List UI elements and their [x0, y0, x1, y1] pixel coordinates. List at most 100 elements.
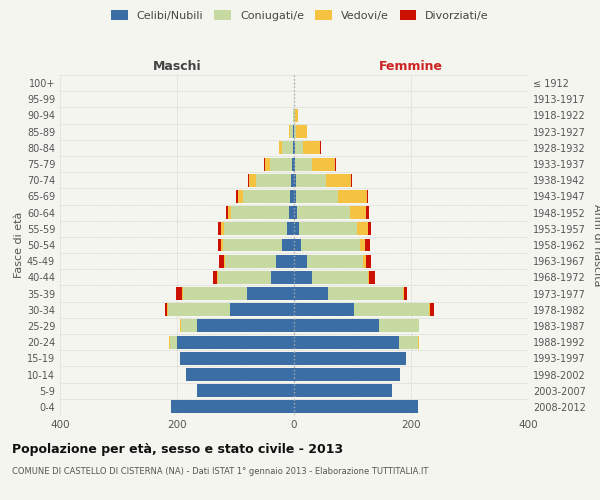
Bar: [294, 352, 406, 365]
Bar: [270, 158, 292, 170]
Bar: [218, 238, 221, 252]
Bar: [171, 400, 294, 413]
Bar: [224, 254, 225, 268]
Bar: [294, 174, 296, 186]
Bar: [366, 254, 371, 268]
Bar: [335, 158, 336, 170]
Bar: [224, 222, 287, 235]
Bar: [294, 158, 295, 170]
Bar: [368, 271, 369, 284]
Bar: [289, 125, 290, 138]
Bar: [291, 174, 294, 186]
Bar: [297, 206, 350, 219]
Bar: [304, 142, 320, 154]
Bar: [368, 222, 371, 235]
Bar: [292, 158, 294, 170]
Bar: [230, 304, 294, 316]
Bar: [223, 238, 283, 252]
Bar: [197, 320, 294, 332]
Bar: [294, 206, 297, 219]
Bar: [290, 125, 293, 138]
Bar: [296, 190, 338, 203]
Bar: [294, 336, 400, 348]
Bar: [180, 320, 181, 332]
Bar: [369, 271, 375, 284]
Bar: [294, 238, 301, 252]
Bar: [338, 190, 367, 203]
Bar: [299, 222, 357, 235]
Bar: [280, 142, 283, 154]
Bar: [294, 142, 295, 154]
Bar: [167, 304, 168, 316]
Bar: [359, 238, 365, 252]
Legend: Celibi/Nubili, Coniugati/e, Vedovi/e, Divorziati/e: Celibi/Nubili, Coniugati/e, Vedovi/e, Di…: [107, 6, 493, 25]
Bar: [294, 384, 392, 397]
Bar: [311, 271, 368, 284]
Bar: [228, 206, 232, 219]
Bar: [218, 271, 271, 284]
Bar: [277, 254, 294, 268]
Bar: [232, 206, 289, 219]
Bar: [247, 287, 294, 300]
Bar: [296, 174, 326, 186]
Bar: [294, 368, 400, 381]
Text: Femmine: Femmine: [379, 60, 443, 72]
Bar: [379, 320, 419, 332]
Bar: [295, 142, 304, 154]
Bar: [168, 304, 230, 316]
Text: Maschi: Maschi: [152, 60, 202, 72]
Bar: [249, 174, 256, 186]
Bar: [351, 174, 352, 186]
Bar: [242, 190, 290, 203]
Bar: [294, 287, 328, 300]
Bar: [367, 190, 368, 203]
Bar: [166, 304, 167, 316]
Bar: [307, 254, 363, 268]
Bar: [283, 142, 293, 154]
Bar: [294, 125, 296, 138]
Bar: [212, 271, 217, 284]
Bar: [183, 287, 247, 300]
Bar: [287, 222, 294, 235]
Bar: [289, 206, 294, 219]
Bar: [283, 238, 294, 252]
Y-axis label: Anni di nascita: Anni di nascita: [592, 204, 600, 286]
Bar: [294, 190, 296, 203]
Bar: [404, 287, 407, 300]
Bar: [169, 336, 170, 348]
Bar: [295, 158, 311, 170]
Bar: [366, 206, 369, 219]
Bar: [357, 222, 368, 235]
Bar: [290, 190, 294, 203]
Bar: [197, 384, 294, 397]
Y-axis label: Fasce di età: Fasce di età: [14, 212, 24, 278]
Bar: [176, 287, 182, 300]
Bar: [294, 254, 307, 268]
Bar: [293, 109, 294, 122]
Bar: [294, 109, 295, 122]
Bar: [186, 368, 294, 381]
Bar: [294, 271, 311, 284]
Bar: [294, 320, 379, 332]
Bar: [248, 174, 249, 186]
Bar: [225, 254, 277, 268]
Bar: [320, 142, 321, 154]
Text: Popolazione per età, sesso e stato civile - 2013: Popolazione per età, sesso e stato civil…: [12, 442, 343, 456]
Bar: [256, 174, 291, 186]
Bar: [365, 238, 370, 252]
Bar: [170, 336, 177, 348]
Bar: [236, 190, 238, 203]
Bar: [180, 352, 294, 365]
Bar: [265, 158, 270, 170]
Bar: [350, 206, 366, 219]
Bar: [238, 190, 242, 203]
Bar: [218, 222, 221, 235]
Bar: [221, 222, 224, 235]
Bar: [400, 336, 418, 348]
Bar: [295, 109, 298, 122]
Bar: [294, 400, 418, 413]
Bar: [294, 222, 299, 235]
Bar: [296, 125, 307, 138]
Bar: [311, 158, 335, 170]
Bar: [428, 304, 430, 316]
